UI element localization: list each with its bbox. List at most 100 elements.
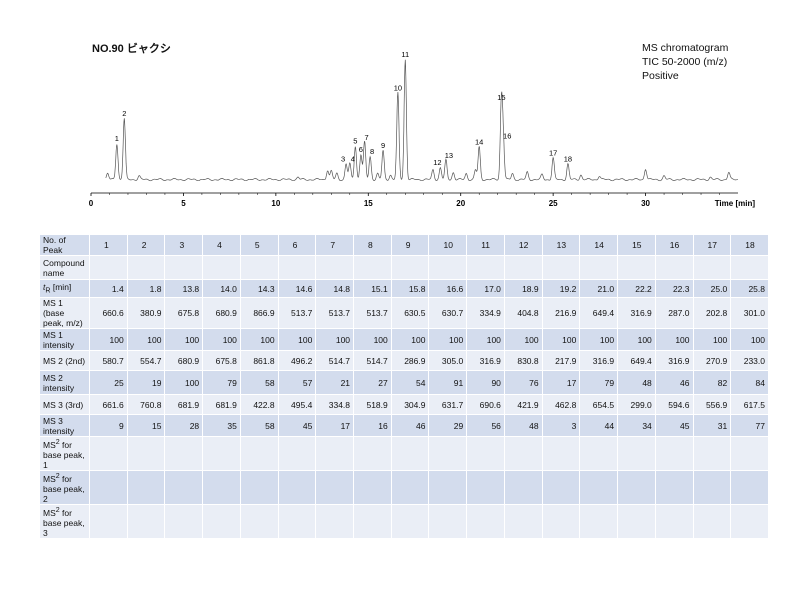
- table-cell: 661.6: [89, 394, 128, 415]
- table-cell: [390, 255, 430, 280]
- peak-label-17: 17: [549, 148, 557, 157]
- table-cell: 422.8: [239, 394, 279, 415]
- table-cell: 14: [579, 234, 619, 256]
- table-cell: [164, 470, 204, 505]
- peak-label-7: 7: [365, 133, 369, 142]
- table-cell: 9: [89, 414, 128, 437]
- table-cell: 79: [579, 370, 619, 395]
- table-cell: 15: [617, 234, 656, 256]
- table-cell: [390, 470, 430, 505]
- table-cell: [239, 504, 279, 539]
- table-cell: [239, 255, 279, 280]
- table-row: MS2 for base peak, 2: [39, 470, 769, 505]
- table-cell: 630.7: [428, 297, 468, 329]
- table-cell: [126, 255, 166, 280]
- table-cell: 421.9: [503, 394, 543, 415]
- table-cell: 680.9: [202, 297, 241, 329]
- table-cell: 760.8: [126, 394, 166, 415]
- table-cell: 58: [239, 414, 279, 437]
- table-cell: [730, 436, 769, 471]
- table-cell: [353, 255, 392, 280]
- table-cell: [239, 470, 279, 505]
- table-cell: 11: [466, 234, 505, 256]
- table-cell: 100: [428, 328, 468, 351]
- table-cell: 316.9: [466, 350, 505, 371]
- table-cell: [503, 255, 543, 280]
- table-cell: [390, 504, 430, 539]
- table-cell: 14.6: [277, 279, 317, 298]
- table-cell: [164, 436, 204, 471]
- table-cell: [277, 470, 317, 505]
- table-cell: [353, 504, 392, 539]
- table-cell: 100: [730, 328, 769, 351]
- table-cell: [315, 436, 355, 471]
- table-row: MS 3 (3rd) 661.6 760.8 681.9 681.9 422.8 495.4…: [39, 394, 769, 415]
- table-cell: 100: [277, 328, 317, 351]
- peak-label-14: 14: [475, 138, 483, 147]
- table-cell: 675.8: [164, 297, 204, 329]
- table-cell: 3: [164, 234, 204, 256]
- table-cell: 681.9: [202, 394, 241, 415]
- x-tick-label: 25: [549, 199, 558, 208]
- table-cell: 54: [390, 370, 430, 395]
- table-cell: 45: [277, 414, 317, 437]
- table-cell: [541, 504, 581, 539]
- table-cell: 496.2: [277, 350, 317, 371]
- row-header: Compound name: [39, 255, 90, 280]
- table-cell: [541, 436, 581, 471]
- table-cell: 29: [428, 414, 468, 437]
- table-cell: 100: [503, 328, 543, 351]
- peak-label-16: 16: [503, 132, 511, 141]
- table-cell: [390, 436, 430, 471]
- table-cell: 21.0: [579, 279, 619, 298]
- tic-trace: [105, 59, 738, 182]
- table-cell: 22.3: [654, 279, 694, 298]
- table-cell: 866.9: [239, 297, 279, 329]
- table-cell: 57: [277, 370, 317, 395]
- table-cell: 16: [353, 414, 392, 437]
- table-cell: 270.9: [692, 350, 732, 371]
- x-tick-label: 10: [271, 199, 280, 208]
- table-cell: [353, 436, 392, 471]
- table-cell: 233.0: [730, 350, 769, 371]
- table-cell: 861.8: [239, 350, 279, 371]
- table-cell: 16: [654, 234, 694, 256]
- table-cell: [428, 504, 468, 539]
- table-cell: 100: [654, 328, 694, 351]
- row-header: MS 3 (3rd): [39, 394, 90, 415]
- table-cell: [202, 436, 241, 471]
- table-cell: 4: [202, 234, 241, 256]
- table-cell: [466, 504, 505, 539]
- table-cell: [692, 470, 732, 505]
- table-row: tR [min] 1.4 1.8 13.8 14.0 14.3 14.6 14.8 15.1 15…: [39, 279, 769, 298]
- table-cell: 14.0: [202, 279, 241, 298]
- table-cell: 31: [692, 414, 732, 437]
- table-cell: 649.4: [579, 297, 619, 329]
- table-cell: 9: [390, 234, 430, 256]
- table-cell: 19: [126, 370, 166, 395]
- table-cell: 202.8: [692, 297, 732, 329]
- table-cell: 100: [353, 328, 392, 351]
- table-cell: [466, 436, 505, 471]
- table-cell: [503, 436, 543, 471]
- table-cell: 316.9: [654, 350, 694, 371]
- table-cell: 680.9: [164, 350, 204, 371]
- peak-label-18: 18: [564, 154, 572, 163]
- table-cell: [730, 470, 769, 505]
- table-cell: 25: [89, 370, 128, 395]
- x-axis-label: Time [min]: [715, 199, 756, 208]
- table-cell: 15: [126, 414, 166, 437]
- table-cell: 2: [126, 234, 166, 256]
- peak-table: No. of Peak 1 2 3 4 5 6 7 8 9 10 11 12 13 14 15 16 17 18 Co…: [39, 234, 769, 539]
- table-cell: [277, 504, 317, 539]
- table-cell: 45: [654, 414, 694, 437]
- table-cell: 7: [315, 234, 355, 256]
- table-cell: 675.8: [202, 350, 241, 371]
- chromatogram-info: MS chromatogram TIC 50-2000 (m/z) Positi…: [642, 41, 728, 83]
- table-cell: 79: [202, 370, 241, 395]
- table-cell: 580.7: [89, 350, 128, 371]
- table-cell: 1: [89, 234, 128, 256]
- table-cell: [617, 504, 656, 539]
- table-cell: 15.1: [353, 279, 392, 298]
- table-cell: 649.4: [617, 350, 656, 371]
